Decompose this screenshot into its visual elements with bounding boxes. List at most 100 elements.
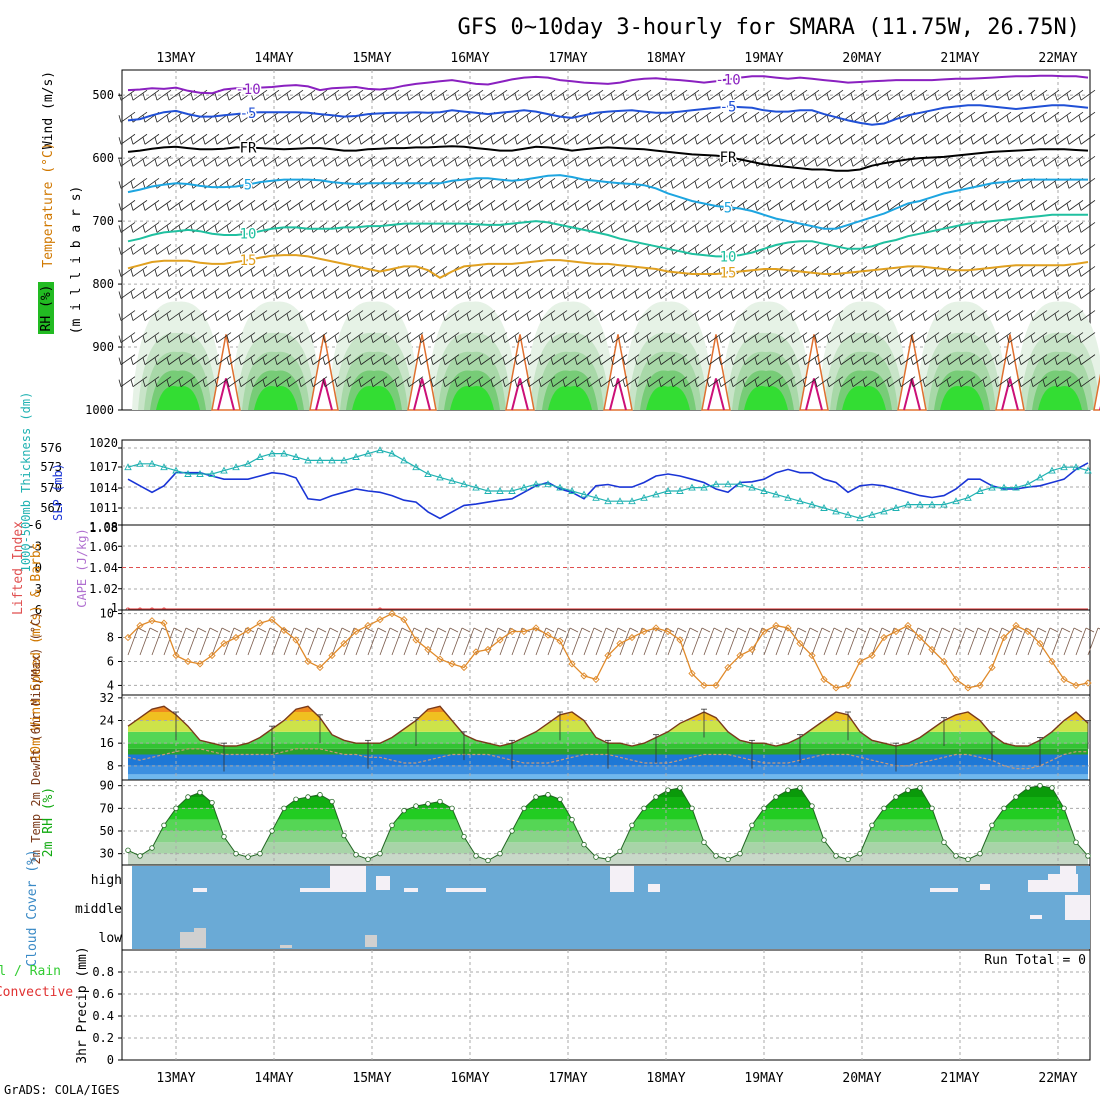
wind-barb	[564, 133, 580, 145]
rh2m-marker	[269, 828, 275, 834]
wind-barb	[504, 354, 520, 365]
wind-barb-flag	[694, 269, 698, 277]
wind-barb-flag	[298, 269, 302, 277]
wind10m-axis-label: 10m Wind Speed (m/s) & Barbs	[29, 542, 44, 761]
rh2m-marker	[965, 856, 971, 863]
wind-barb-flag	[490, 357, 494, 365]
wind-barb-flag	[562, 291, 566, 299]
wind-barb	[288, 200, 304, 211]
rh2m-marker	[797, 785, 803, 791]
wind-barb-flag	[1054, 181, 1058, 189]
wind-barb-flag	[1018, 137, 1022, 145]
wind-barb	[444, 332, 460, 343]
wind-barb-flag	[586, 137, 590, 145]
wind10m-barb-flag	[713, 627, 723, 633]
wind-barb-flag	[394, 269, 398, 277]
wind-barb	[744, 133, 760, 145]
wind-barb	[684, 178, 700, 189]
wind-barb-flag	[862, 203, 866, 211]
wind-barb-flag	[466, 137, 470, 145]
pressure-axis-label: (m i l l i b a r s)	[69, 186, 84, 335]
wind-barb	[408, 376, 424, 387]
wind-barb-flag	[982, 93, 986, 101]
temp-contour-label: 5	[724, 200, 732, 216]
wind-barb-flag	[970, 335, 974, 343]
wind-barb-flag	[370, 203, 374, 211]
wind-barb	[348, 310, 364, 321]
wind-barb-flag	[982, 137, 986, 145]
wind-barb	[348, 376, 364, 387]
wind-barb	[492, 354, 508, 365]
wind-barb	[360, 376, 376, 387]
wind-barb	[780, 288, 796, 299]
wind-barb	[948, 111, 964, 123]
wind-barb-flag	[466, 291, 470, 299]
wind-barb	[264, 244, 280, 255]
wind-barb	[588, 178, 604, 189]
wind-barb-flag	[1018, 115, 1022, 123]
wind-barb-flag	[358, 335, 362, 343]
wind-barb	[180, 200, 196, 211]
rh2m-marker	[161, 822, 167, 829]
wind10m-barb	[1039, 627, 1051, 656]
rh2m-marker	[869, 822, 875, 829]
wind-barb	[1068, 244, 1084, 255]
wind-barb	[492, 244, 508, 255]
wind-barb	[732, 288, 748, 299]
wind-barb	[348, 354, 364, 365]
temp-contour-label: -10	[715, 72, 740, 88]
wind-barb	[1068, 288, 1084, 299]
rh2m-marker	[821, 837, 827, 843]
wind-barb	[240, 200, 256, 211]
wind-barb-flag	[214, 269, 218, 277]
wind-barb-flag	[118, 379, 122, 387]
wind-barb-flag	[994, 159, 998, 167]
wind-barb-flag	[406, 357, 410, 365]
wind-barb-flag	[910, 379, 914, 387]
wind-barb-flag	[190, 93, 194, 101]
wind-barb	[540, 354, 556, 365]
wind-barb-flag	[886, 93, 890, 101]
wind-barb-flag	[418, 225, 422, 233]
wind-barb	[144, 222, 160, 233]
temp-axis-label: Temperature (°C)	[41, 142, 56, 267]
wind-barb-flag	[946, 357, 950, 365]
wind-barb	[912, 288, 928, 299]
wind-barb	[372, 222, 388, 233]
wind-barb-flag	[514, 137, 518, 145]
wind-barb-flag	[178, 93, 182, 101]
wind-barb-flag	[622, 379, 626, 387]
wind-barb	[864, 354, 880, 365]
wind-barb	[780, 266, 796, 277]
wind-barb	[120, 222, 136, 233]
wind-barb-flag	[274, 379, 278, 387]
wind-barb-flag	[226, 313, 230, 321]
wind-barb-flag	[142, 335, 146, 343]
wind-barb	[492, 288, 508, 299]
wind-barb-flag	[490, 335, 494, 343]
wind-barb-flag	[1078, 313, 1082, 321]
wind10m-barb-flag	[953, 627, 963, 633]
wind10m-barb	[595, 627, 607, 656]
wind-barb	[336, 133, 352, 145]
wind10m-marker	[976, 681, 984, 690]
wind10m-barb-flag	[977, 627, 987, 633]
wind-barb-flag	[286, 291, 290, 299]
wind-barb	[948, 222, 964, 233]
wind-barb-flag	[202, 247, 206, 255]
wind-barb	[792, 200, 808, 211]
wind-barb-flag	[202, 291, 206, 299]
wind-barb-flag	[1030, 247, 1034, 255]
temp-contour-label: 15	[720, 266, 737, 282]
wind-barb-flag	[826, 291, 830, 299]
wind10m-barb-flag	[317, 627, 327, 633]
wind-barb-flag	[754, 115, 758, 123]
wind-barb	[660, 288, 676, 299]
wind-barb-flag	[382, 93, 386, 101]
wind-barb	[912, 310, 928, 321]
wind-barb	[720, 376, 736, 387]
hot-contour-peak	[609, 378, 627, 411]
wind-barb-flag	[1078, 379, 1082, 387]
wind-barb	[864, 111, 880, 123]
wind-barb	[1032, 155, 1048, 167]
